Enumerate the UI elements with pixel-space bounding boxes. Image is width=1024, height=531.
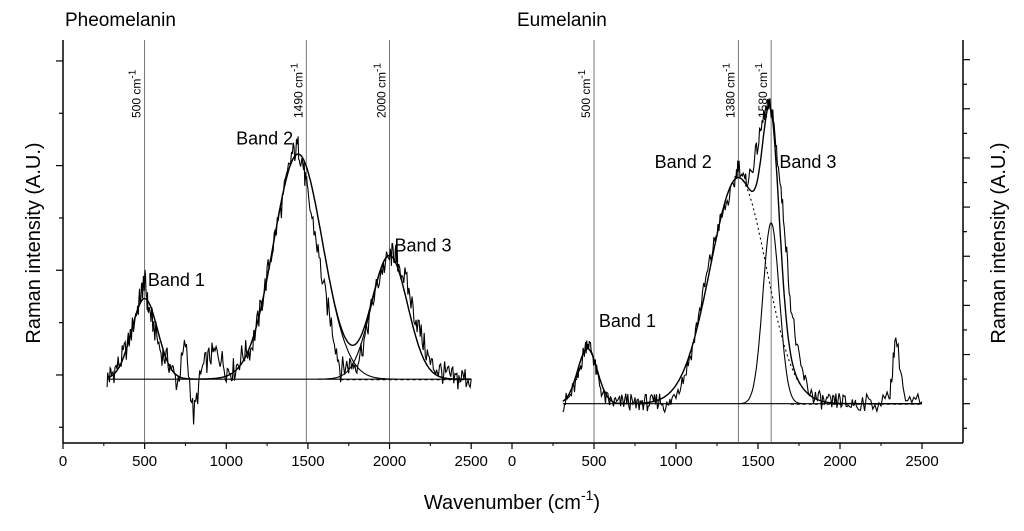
x-tick-label: 1000 [210, 453, 243, 470]
band-annotation: Band 1 [148, 270, 205, 290]
panel-title: Pheomelanin [65, 10, 176, 31]
band-annotation: Band 2 [655, 152, 712, 172]
x-axis-label-sup: -1 [581, 487, 594, 503]
eumelanin-panel: Eumelanin 0 500 1000 1500 2000 2500 500 cm-1 138… [508, 10, 970, 470]
x-tick-label: 0 [59, 453, 67, 470]
x-tick-label: 2000 [823, 453, 856, 470]
reference-line-label: 2000 cm-1 [373, 63, 389, 118]
fitted-band [562, 348, 627, 405]
x-axis-label-main: Wavenumber (cm [424, 492, 581, 514]
band-annotation: Band 3 [779, 152, 836, 172]
x-tick-label: 2500 [905, 453, 938, 470]
band-annotation: Band 3 [394, 235, 451, 255]
measured-spectrum [562, 98, 923, 414]
measured-spectrum [106, 136, 472, 425]
x-tick-label: 2000 [373, 453, 406, 470]
x-axis-label-close: ) [593, 492, 600, 514]
pheomelanin-panel: Pheomelanin 0 500 1000 1500 2000 2500 500 cm-1 1… [56, 10, 512, 470]
reference-line-label: 500 cm-1 [577, 69, 593, 118]
x-tick-label: 1000 [659, 453, 692, 470]
fitted-envelope [562, 104, 922, 405]
x-tick-label: 1500 [741, 453, 774, 470]
x-axis-label: Wavenumber (cm-1) [424, 487, 600, 514]
reference-line-label: 1490 cm-1 [289, 63, 305, 118]
band-annotation: Band 1 [599, 311, 656, 331]
x-tick-label: 0 [508, 453, 516, 470]
band-annotation: Band 2 [236, 129, 293, 149]
x-tick-label: 500 [132, 453, 157, 470]
y-axis-label-right: Raman intensity (A.U.) [988, 142, 1010, 343]
reference-line-label: 1380 cm-1 [721, 63, 737, 118]
x-tick-label: 1500 [291, 453, 324, 470]
panel-title: Eumelanin [517, 10, 607, 31]
x-tick-label: 2500 [454, 453, 487, 470]
fitted-band [738, 221, 804, 405]
y-axis-label-left: Raman intensity (A.U.) [23, 142, 45, 343]
fitted-band [200, 153, 397, 380]
x-tick-label: 500 [581, 453, 606, 470]
reference-line-label: 500 cm-1 [128, 69, 144, 118]
